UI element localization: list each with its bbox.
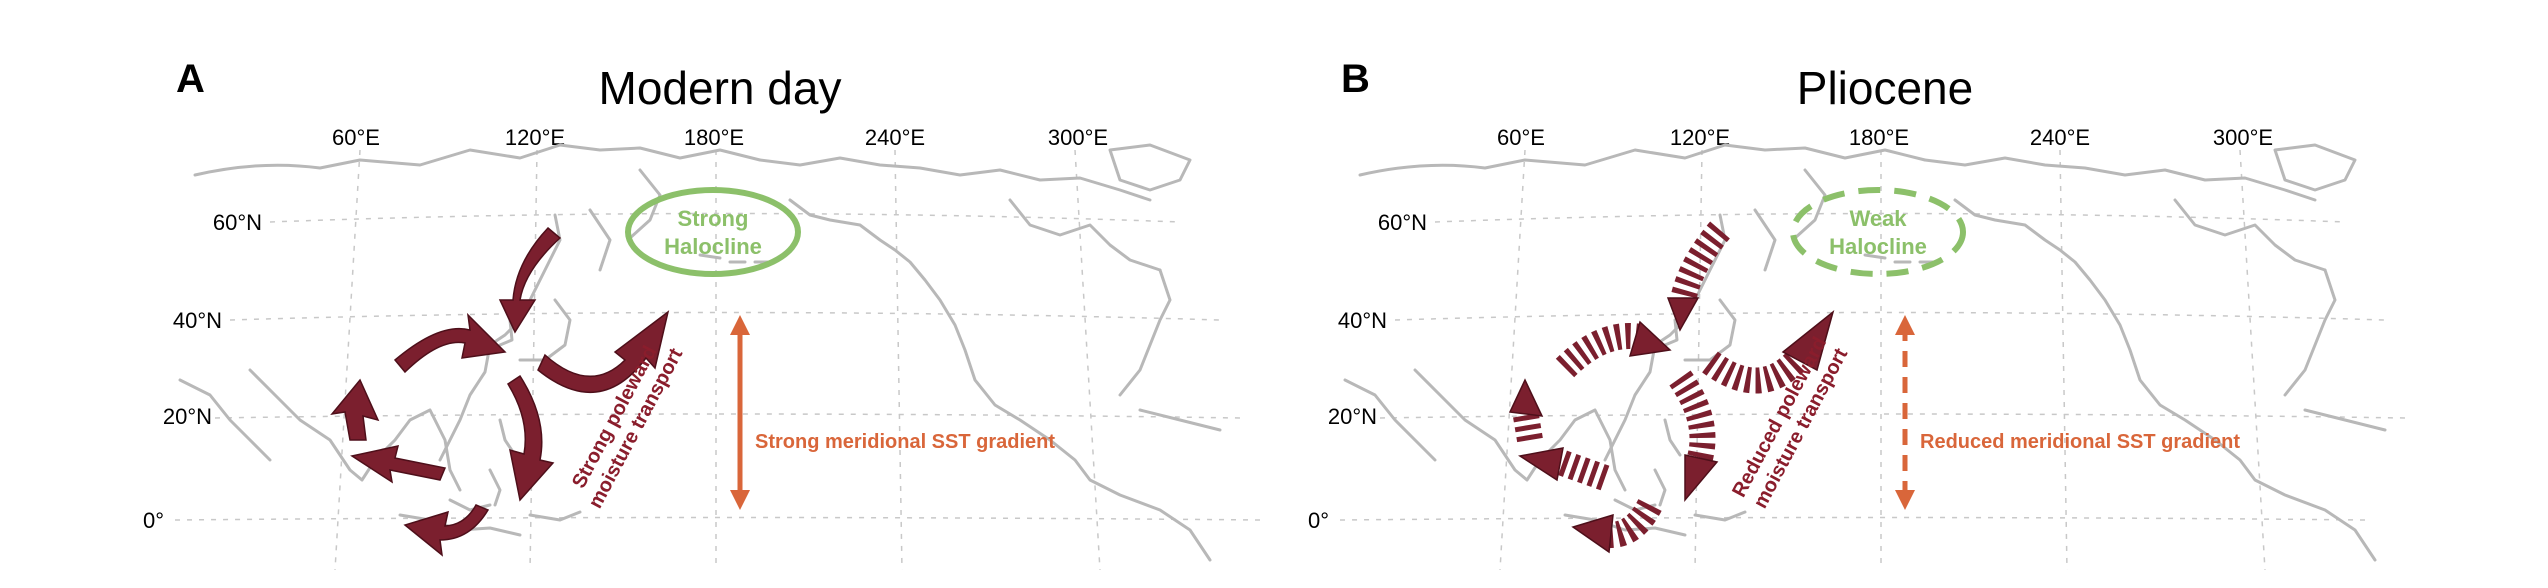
- arrow-bottom: [1609, 498, 1662, 548]
- arrow-bottom: [403, 504, 490, 557]
- panel-b: B Pliocene 60°E 120°E 180°E 240°E 300°E …: [1308, 57, 2406, 571]
- panel-b-title: Pliocene: [1797, 62, 1973, 114]
- lon-tick: 60°E: [1497, 125, 1545, 150]
- arrow-right-down: [506, 374, 555, 502]
- lat-tick: 0°: [143, 508, 164, 533]
- lat-tick: 40°N: [1338, 308, 1387, 333]
- halocline-label-line1: Strong: [678, 206, 749, 231]
- halocline-ellipse: [625, 187, 801, 277]
- lon-tick: 240°E: [865, 125, 925, 150]
- sst-label: Reduced meridional SST gradient: [1920, 431, 2240, 453]
- arrow-arc-upper: [393, 312, 507, 374]
- halocline-label-line1: Weak: [1849, 206, 1907, 231]
- arrow-sw: [350, 445, 447, 484]
- arrow-head: [1781, 309, 1835, 372]
- halocline-label-line2: Halocline: [664, 234, 762, 259]
- arrow-head: [1666, 297, 1700, 332]
- halocline-ellipse: [1790, 187, 1966, 277]
- halocline-label-line2: Halocline: [1829, 234, 1927, 259]
- lat-tick: 20°N: [1328, 404, 1377, 429]
- arrow-left-up: [330, 378, 380, 441]
- panel-b-letter: B: [1341, 57, 1370, 101]
- lon-tick: 300°E: [1048, 125, 1108, 150]
- lon-tick: 300°E: [2213, 125, 2273, 150]
- arrow-head: [1571, 513, 1614, 554]
- arrow-pacific: [1702, 350, 1807, 394]
- panel-a: A Modern day 60°E 120°E 180°E 240°E 300°…: [143, 57, 1261, 571]
- lat-tick: 40°N: [173, 308, 222, 333]
- lat-tick: 0°: [1308, 508, 1329, 533]
- moisture-arrows: [330, 226, 670, 557]
- arrow-sw: [1555, 449, 1610, 491]
- lon-tick: 240°E: [2030, 125, 2090, 150]
- lat-tick: 60°N: [213, 210, 262, 235]
- panel-a-title: Modern day: [599, 62, 842, 114]
- panel-a-letter: A: [176, 57, 205, 101]
- arrow-right-down: [1669, 370, 1716, 462]
- arrow-head: [1628, 320, 1672, 357]
- arrow-down-coast: [1670, 221, 1730, 303]
- arrow-down-coast: [498, 226, 562, 334]
- lat-tick: 20°N: [163, 404, 212, 429]
- arrow-head: [1508, 378, 1544, 417]
- sst-label: Strong meridional SST gradient: [755, 431, 1055, 453]
- lon-tick: 180°E: [1849, 125, 1909, 150]
- lon-tick: 60°E: [332, 125, 380, 150]
- lon-tick: 180°E: [684, 125, 744, 150]
- lat-tick: 60°N: [1378, 210, 1427, 235]
- arrow-head: [1518, 447, 1564, 482]
- moisture-arrows: [1508, 221, 1835, 554]
- arrow-pacific: [537, 310, 670, 393]
- arrow-head: [1684, 454, 1719, 503]
